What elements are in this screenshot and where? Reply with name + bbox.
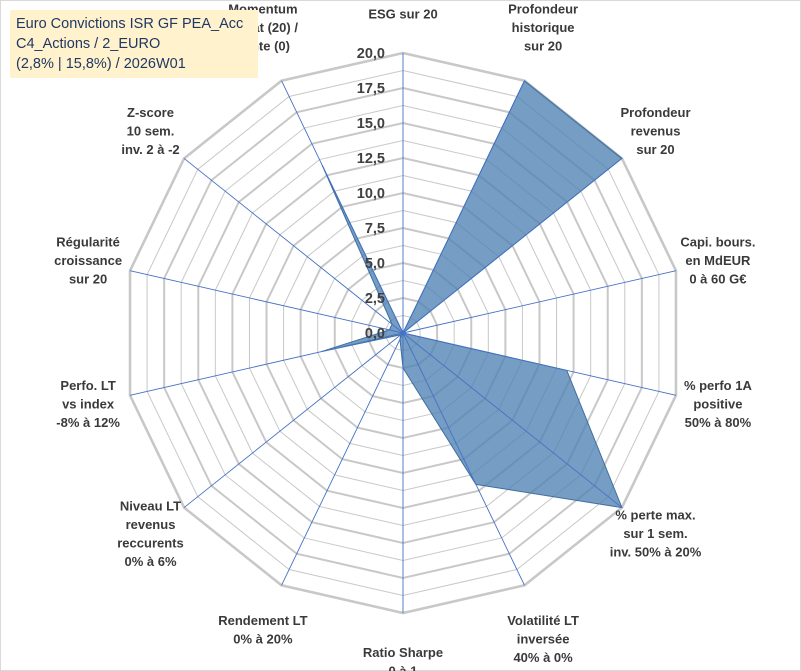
spoke-layer <box>129 53 677 613</box>
axis-label-line: 0 à 1 <box>389 664 418 671</box>
axis-label-3: Capi. bours. en MdEUR 0 à 60 G€ <box>680 234 755 286</box>
axis-label-11: Régularité croissance sur 20 <box>54 234 122 286</box>
axis-label-line: 10 sem. <box>127 123 175 138</box>
axis-label-4: % perfo 1A positive 50% à 80% <box>684 378 753 430</box>
axis-label-line: inversée <box>517 632 570 647</box>
axis-label-line: Régularité <box>56 234 120 249</box>
tick-label: 0,0 <box>365 326 385 342</box>
spoke-2 <box>402 158 623 334</box>
axis-label-line: 0% à 6% <box>124 554 176 569</box>
spoke-8 <box>281 332 404 586</box>
axis-label-6: Volatilité LT inversée 40% à 0% <box>507 613 579 665</box>
axis-label-line: sur 20 <box>636 142 674 157</box>
spoke-10 <box>129 332 404 396</box>
tick-label: 7,5 <box>365 221 385 237</box>
axis-label-10: Perfo. LT vs index -8% à 12% <box>56 378 120 430</box>
tick-label: 20,0 <box>357 46 385 62</box>
spoke-11 <box>129 270 404 334</box>
axis-label-line: vs index <box>62 397 115 412</box>
title-line-2: C4_Actions / 2_EURO <box>16 36 161 52</box>
axis-label-5: % perte max. sur 1 sem. inv. 50% à 20% <box>610 508 702 560</box>
spoke-6 <box>402 332 525 586</box>
axis-label-line: 0% à 20% <box>233 632 293 647</box>
spoke-4 <box>402 332 677 396</box>
axis-label-7: Ratio Sharpe 0 à 1 <box>363 645 443 671</box>
axis-label-line: % perte max. <box>615 508 695 523</box>
title-line-3: (2,8% | 15,8%) / 2026W01 <box>16 56 186 72</box>
spoke-9 <box>183 332 404 508</box>
axis-label-line: Profondeur <box>508 2 578 17</box>
axis-label-line: Volatilité LT <box>507 613 579 628</box>
chart-title: Euro Convictions ISR GF PEA_Acc C4_Actio… <box>10 10 258 78</box>
axis-label-8: Rendement LT 0% à 20% <box>218 613 307 647</box>
tick-label: 5,0 <box>365 256 385 272</box>
tick-label: 2,5 <box>365 291 385 307</box>
axis-label-line: ESG sur 20 <box>368 7 437 22</box>
axis-label-line: sur 20 <box>524 39 562 54</box>
axis-label-line: Niveau LT <box>120 498 181 513</box>
axis-label-line: inv. 50% à 20% <box>610 545 702 560</box>
title-line-1: Euro Convictions ISR GF PEA_Acc <box>16 16 244 32</box>
axis-label-9: Niveau LT revenus reccurents 0% à 6% <box>117 498 183 569</box>
tick-layer: 0,0 2,5 5,0 7,5 10,0 12,5 15,0 17,5 20,0 <box>357 46 385 342</box>
axis-label-line: Ratio Sharpe <box>363 645 443 660</box>
axis-label-0: Note ESG sur 20 <box>368 0 437 22</box>
axis-label-line: Perfo. LT <box>60 378 115 393</box>
tick-label: 17,5 <box>357 81 385 97</box>
axis-label-line: -8% à 12% <box>56 415 120 430</box>
tick-label: 15,0 <box>357 116 385 132</box>
axis-label-line: Note <box>389 0 418 3</box>
axis-label-line: Rendement LT <box>218 613 307 628</box>
axis-label-line: 50% à 80% <box>685 415 752 430</box>
axis-label-line: Z-score <box>127 105 174 120</box>
axis-label-12: Z-score 10 sem. inv. 2 à -2 <box>121 105 179 157</box>
axis-label-line: Profondeur <box>620 105 690 120</box>
axis-label-line: revenus <box>631 123 681 138</box>
axis-label-line: en MdEUR <box>685 253 751 268</box>
tick-label: 10,0 <box>357 186 385 202</box>
axis-label-1: Profondeur historique sur 20 <box>508 2 578 54</box>
axis-label-line: croissance <box>54 253 122 268</box>
axis-label-line: sur 1 sem. <box>623 526 687 541</box>
axis-label-line: revenus <box>126 517 176 532</box>
spoke-13 <box>281 80 404 334</box>
spoke-3 <box>402 270 677 334</box>
axis-label-2: Profondeur revenus sur 20 <box>620 105 690 157</box>
spoke-5 <box>402 332 623 508</box>
tick-label: 12,5 <box>357 151 385 167</box>
label-layer: Note ESG sur 20 Profondeur historique sur 20… <box>54 0 755 671</box>
axis-label-line: inv. 2 à -2 <box>121 142 179 157</box>
axis-label-line: positive <box>693 397 742 412</box>
axis-label-line: sur 20 <box>69 271 107 286</box>
spoke-1 <box>402 80 525 334</box>
axis-label-line: 40% à 0% <box>513 650 573 665</box>
axis-label-line: 0 à 60 G€ <box>689 271 746 286</box>
axis-label-line: % perfo 1A <box>684 378 753 393</box>
axis-label-line: Capi. bours. <box>680 234 755 249</box>
spoke-12 <box>183 158 404 334</box>
axis-label-line: historique <box>512 20 575 35</box>
axis-label-line: reccurents <box>117 535 183 550</box>
